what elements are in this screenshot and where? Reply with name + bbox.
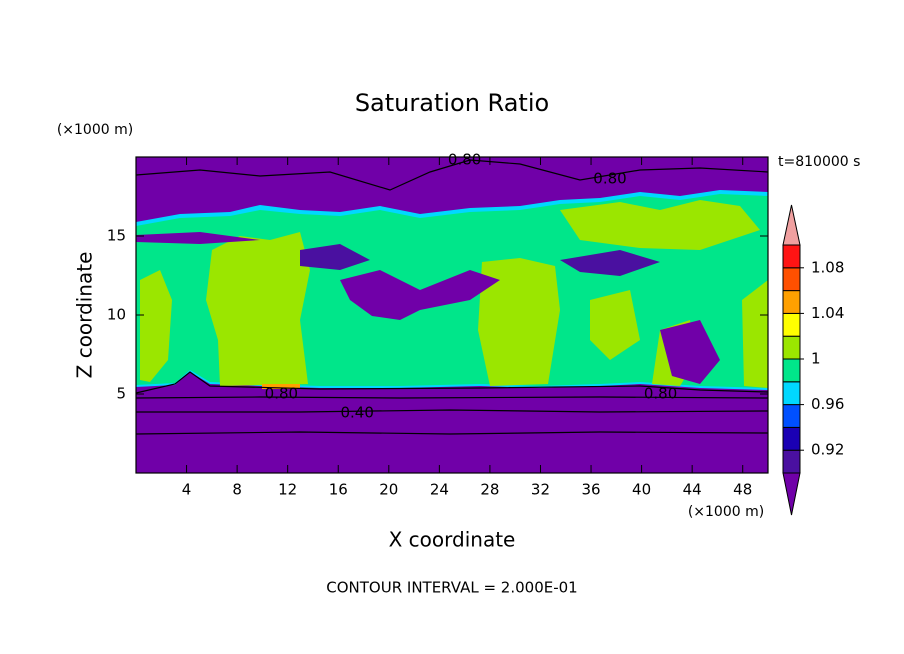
x-tick-label: 4 bbox=[182, 481, 192, 499]
colorbar-label: 1 bbox=[811, 350, 821, 368]
contour-line bbox=[136, 409, 769, 413]
colorbar-label: 0.92 bbox=[811, 441, 844, 459]
colorbar-box bbox=[782, 244, 801, 269]
x-tick-label: 48 bbox=[733, 481, 752, 499]
colorbar-box bbox=[782, 426, 801, 451]
colorbar-box bbox=[782, 404, 801, 428]
contour-label: 0.80 bbox=[265, 385, 298, 403]
colorbar-extend bbox=[782, 204, 801, 246]
y-tick-label: 5 bbox=[116, 385, 126, 403]
field-region bbox=[742, 280, 768, 388]
colorbar-extend bbox=[782, 472, 801, 516]
y-tick-label: 15 bbox=[107, 227, 126, 245]
x-tick-label: 40 bbox=[632, 481, 651, 499]
contour-label: 0.40 bbox=[340, 403, 373, 421]
x-tick-label: 8 bbox=[232, 481, 242, 499]
field-region bbox=[660, 320, 720, 384]
y-tick-label: 10 bbox=[107, 306, 126, 324]
contour-line bbox=[135, 159, 769, 191]
field-region bbox=[206, 232, 310, 386]
footer: CONTOUR INTERVAL = 2.000E-01 bbox=[326, 579, 577, 597]
colorbar-box bbox=[782, 358, 801, 383]
x-tick-label: 44 bbox=[683, 481, 702, 499]
field bbox=[135, 157, 769, 473]
colorbar-box bbox=[782, 449, 801, 474]
field-region bbox=[140, 270, 172, 382]
field-region bbox=[300, 244, 370, 270]
colorbar-box bbox=[782, 290, 801, 314]
x-tick-label: 12 bbox=[278, 481, 297, 499]
contour-line bbox=[135, 431, 769, 435]
field-region bbox=[340, 270, 500, 320]
contour-line bbox=[135, 396, 769, 399]
x-tick-label: 28 bbox=[480, 481, 499, 499]
time-label: t=810000 s bbox=[778, 154, 860, 170]
field-region bbox=[590, 290, 640, 360]
x-axis-label: X coordinate bbox=[389, 528, 516, 552]
colorbar-label: 1.04 bbox=[811, 304, 844, 322]
field-region bbox=[478, 258, 560, 386]
field-region bbox=[136, 232, 260, 244]
contour-line bbox=[135, 371, 769, 394]
x-tick-label: 36 bbox=[581, 481, 600, 499]
x-tick-label: 16 bbox=[329, 481, 348, 499]
contour-label: 0.80 bbox=[448, 151, 481, 169]
x-unit: (×1000 m) bbox=[688, 504, 764, 520]
colorbar-label: 1.08 bbox=[811, 258, 844, 276]
colorbar-box bbox=[782, 381, 801, 406]
field-region bbox=[560, 250, 660, 276]
colorbar-box bbox=[782, 335, 801, 360]
field-region bbox=[560, 200, 760, 250]
colorbar-box bbox=[782, 267, 801, 292]
chart-title: Saturation Ratio bbox=[355, 89, 549, 117]
y-unit: (×1000 m) bbox=[57, 122, 133, 138]
x-tick-label: 24 bbox=[430, 481, 449, 499]
contour-label: 0.80 bbox=[644, 385, 677, 403]
x-tick-label: 32 bbox=[531, 481, 550, 499]
x-tick-label: 20 bbox=[379, 481, 398, 499]
colorbar-box bbox=[782, 312, 801, 337]
y-axis-label: Z coordinate bbox=[73, 252, 97, 379]
colorbar-label: 0.96 bbox=[811, 395, 844, 413]
contour-label: 0.80 bbox=[593, 170, 626, 188]
